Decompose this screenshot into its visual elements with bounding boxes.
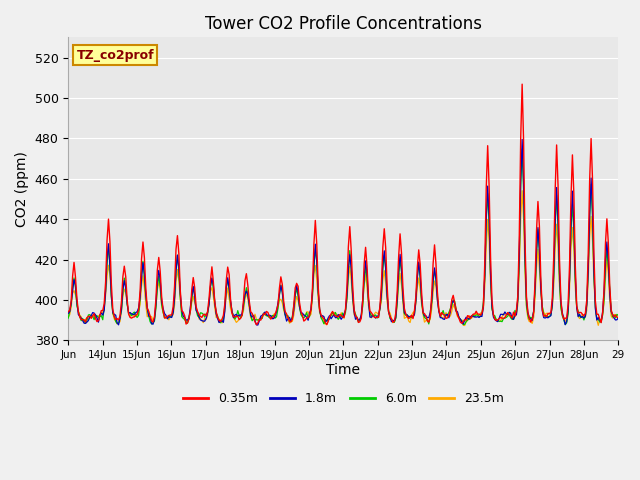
Y-axis label: CO2 (ppm): CO2 (ppm) — [15, 151, 29, 227]
Legend: 0.35m, 1.8m, 6.0m, 23.5m: 0.35m, 1.8m, 6.0m, 23.5m — [178, 387, 509, 410]
Text: TZ_co2prof: TZ_co2prof — [77, 48, 154, 61]
X-axis label: Time: Time — [326, 363, 360, 377]
Title: Tower CO2 Profile Concentrations: Tower CO2 Profile Concentrations — [205, 15, 482, 33]
